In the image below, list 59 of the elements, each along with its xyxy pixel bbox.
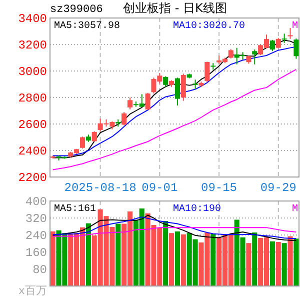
bar — [163, 220, 168, 286]
candlestick — [276, 37, 281, 49]
candlestick — [192, 79, 198, 90]
series-label: M — [292, 204, 298, 215]
bar — [210, 234, 216, 286]
candlestick — [288, 27, 293, 40]
series-label: MA5:161 — [54, 204, 96, 215]
bar — [174, 231, 180, 286]
candlestick — [92, 130, 97, 142]
chart-subtitle: sz399006 — [50, 4, 103, 16]
y-tick-label: 3400 — [18, 12, 47, 26]
text: M — [292, 21, 298, 32]
text: MA5:3057.98 — [54, 21, 120, 32]
y-tick-label: 2400 — [18, 144, 47, 159]
y-tick-label: 400 — [25, 195, 47, 210]
text: MA10:3020.70 — [173, 21, 246, 32]
candlestick — [163, 76, 168, 88]
bar — [169, 233, 174, 286]
bar — [282, 243, 287, 286]
line-series — [52, 68, 297, 170]
bar — [276, 242, 281, 286]
candlestick — [270, 39, 275, 52]
candlestick — [174, 77, 180, 106]
x-tick-label: 09-01 — [142, 181, 178, 195]
x-tick-label: 2025-08-18 — [64, 181, 136, 195]
bar — [288, 236, 293, 286]
bar — [50, 231, 56, 286]
bar — [270, 241, 275, 286]
chart-title: 创业板指 - 日K线图 — [123, 1, 227, 15]
bar — [116, 224, 121, 286]
candlestick — [294, 38, 299, 60]
y-tick-label: 3200 — [18, 38, 47, 53]
candlestick — [145, 92, 150, 111]
y-tick-label: 80 — [32, 263, 47, 278]
y-tick-label: 160 — [25, 246, 47, 260]
candlestick — [127, 97, 133, 110]
y-tick-label: 2600 — [18, 118, 47, 132]
candlestick — [252, 49, 258, 65]
y-tick-label: 2800 — [18, 92, 47, 106]
y-tick-label: 3000 — [18, 65, 47, 80]
bar — [252, 232, 258, 286]
series-label: MA10:190 — [173, 204, 222, 215]
bar — [246, 243, 252, 286]
y-tick-label: 240 — [25, 229, 47, 244]
x-tick-label: 09-15 — [201, 181, 238, 195]
bar — [294, 238, 299, 286]
x-tick-label: 09-29 — [260, 181, 296, 195]
candlestick — [180, 73, 186, 102]
candlestick — [204, 61, 210, 83]
y-axis-title: x百万 — [18, 284, 47, 298]
bar — [180, 234, 186, 286]
y-tick-label: 2200 — [18, 171, 47, 186]
line-series — [52, 227, 297, 237]
candlestick — [228, 48, 234, 59]
bar — [86, 223, 91, 286]
candlestick — [122, 112, 127, 126]
candlestick — [282, 33, 287, 44]
y-tick-label: 320 — [25, 212, 47, 226]
candlestick — [80, 136, 86, 150]
